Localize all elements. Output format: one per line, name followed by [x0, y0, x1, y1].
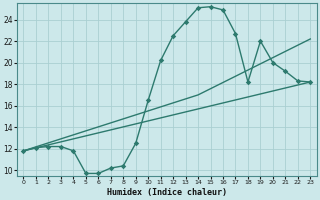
X-axis label: Humidex (Indice chaleur): Humidex (Indice chaleur) — [107, 188, 227, 197]
